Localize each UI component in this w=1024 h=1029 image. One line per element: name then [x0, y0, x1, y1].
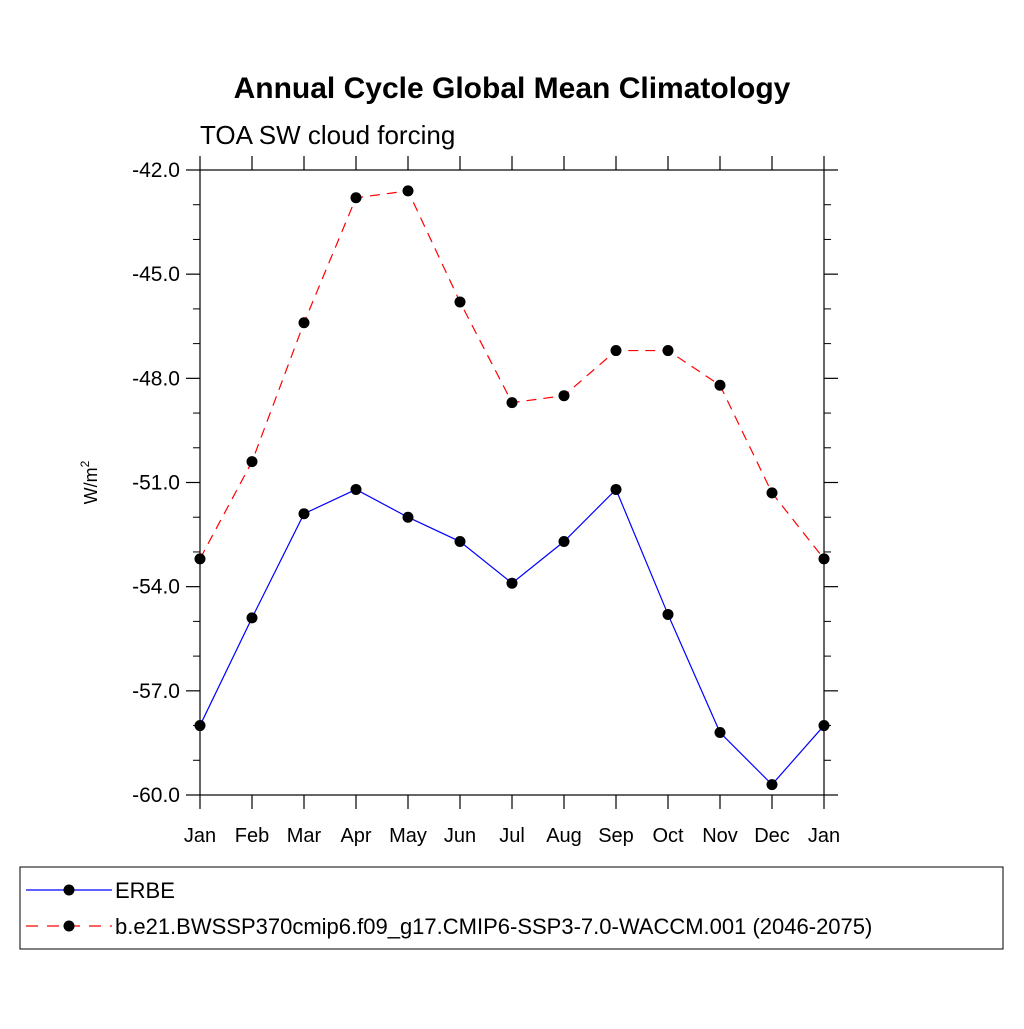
data-point-series-1 — [610, 345, 622, 357]
x-tick-label: Feb — [235, 825, 269, 847]
legend-marker-0 — [63, 884, 75, 896]
legend-label-0: ERBE — [115, 878, 175, 903]
data-point-series-1 — [766, 487, 778, 499]
y-axis-label: W/m2 — [78, 460, 101, 504]
x-tick-label: Jan — [808, 825, 840, 847]
data-point-series-0 — [818, 720, 830, 732]
data-point-series-0 — [194, 720, 206, 732]
legend-label-1: b.e21.BWSSP370cmip6.f09_g17.CMIP6-SSP3-7… — [115, 914, 872, 939]
data-point-series-1 — [246, 456, 258, 468]
legend-box — [19, 866, 1004, 950]
data-point-series-0 — [454, 536, 466, 548]
data-point-series-0 — [610, 483, 622, 495]
data-point-series-0 — [350, 483, 362, 495]
x-tick-label: Aug — [546, 825, 582, 847]
series-line-0 — [199, 488, 825, 786]
legend: ERBE b.e21.BWSSP370cmip6.f09_g17.CMIP6-SS… — [19, 866, 1004, 950]
x-tick-label: Sep — [598, 825, 634, 847]
data-point-series-0 — [402, 511, 414, 523]
y-tick-label: -60.0 — [132, 784, 180, 807]
data-point-series-1 — [662, 345, 674, 357]
data-point-series-1 — [194, 553, 206, 565]
plot-frame — [199, 169, 825, 796]
data-point-series-0 — [662, 608, 674, 620]
chart-subtitle: TOA SW cloud forcing — [200, 120, 455, 150]
data-point-series-1 — [402, 185, 414, 197]
y-tick-label: -45.0 — [132, 263, 180, 286]
y-tick-label: -57.0 — [132, 680, 180, 703]
y-tick-label: -42.0 — [132, 159, 180, 182]
x-tick-label: Jun — [444, 825, 476, 847]
data-point-series-1 — [350, 192, 362, 204]
x-tick-label: Oct — [652, 825, 684, 847]
data-point-series-0 — [298, 508, 310, 520]
data-point-series-0 — [246, 612, 258, 624]
data-point-series-1 — [558, 390, 570, 402]
data-point-series-0 — [558, 536, 570, 548]
x-tick-label: Dec — [754, 825, 790, 847]
data-point-series-0 — [766, 779, 778, 791]
y-tick-label: -48.0 — [132, 367, 180, 390]
data-point-series-1 — [506, 397, 518, 409]
x-tick-label: Jul — [499, 825, 525, 847]
x-tick-label: May — [389, 825, 427, 847]
y-tick-label: -51.0 — [132, 472, 180, 495]
y-tick-label: -54.0 — [132, 576, 180, 599]
data-point-series-0 — [714, 727, 726, 738]
x-tick-label: Apr — [340, 825, 371, 847]
series-group — [194, 185, 830, 791]
data-point-series-0 — [506, 577, 518, 589]
legend-marker-1 — [63, 920, 75, 932]
data-point-series-1 — [298, 317, 310, 329]
x-tick-label: Jan — [184, 825, 216, 847]
y-axis-label-superscript: 2 — [78, 460, 92, 467]
data-point-series-1 — [454, 296, 466, 308]
chart-title: Annual Cycle Global Mean Climatology — [234, 72, 791, 105]
data-point-series-1 — [714, 379, 726, 391]
x-tick-label: Nov — [702, 825, 738, 847]
series-line-1 — [199, 190, 825, 560]
x-tick-label: Mar — [287, 825, 322, 847]
data-point-series-1 — [818, 553, 830, 565]
